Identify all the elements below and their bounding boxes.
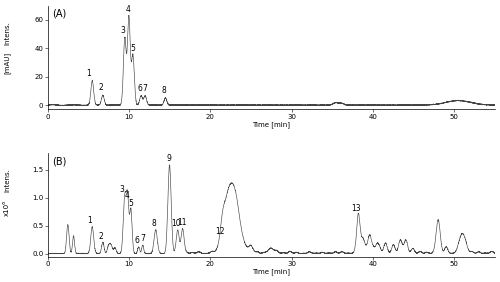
Text: (A): (A) xyxy=(52,9,66,19)
Text: 8: 8 xyxy=(162,86,166,95)
Text: Intens.: Intens. xyxy=(4,168,10,192)
Text: 5: 5 xyxy=(130,43,136,52)
Text: 6: 6 xyxy=(134,236,140,245)
Text: 7: 7 xyxy=(142,84,148,93)
Text: 6: 6 xyxy=(137,84,142,93)
Text: (B): (B) xyxy=(52,156,66,166)
Text: 9: 9 xyxy=(166,154,171,163)
X-axis label: Time [min]: Time [min] xyxy=(252,268,290,275)
Text: 1: 1 xyxy=(86,69,92,78)
Text: 2: 2 xyxy=(99,83,103,92)
Text: 11: 11 xyxy=(177,218,186,227)
Text: 3: 3 xyxy=(120,27,125,36)
Text: 12: 12 xyxy=(215,227,224,236)
Text: 7: 7 xyxy=(140,234,145,243)
Text: 10: 10 xyxy=(171,219,181,228)
Text: Intens.: Intens. xyxy=(4,21,10,45)
Text: 4: 4 xyxy=(125,191,130,200)
Text: [mAU]: [mAU] xyxy=(4,52,10,74)
Text: 3: 3 xyxy=(119,185,124,194)
X-axis label: Time [min]: Time [min] xyxy=(252,121,290,128)
Text: 13: 13 xyxy=(351,204,360,213)
Text: x10⁶: x10⁶ xyxy=(4,200,10,215)
Text: 2: 2 xyxy=(98,232,103,241)
Text: 1: 1 xyxy=(88,216,92,225)
Text: 4: 4 xyxy=(126,5,130,14)
Text: 8: 8 xyxy=(152,219,156,228)
Text: 5: 5 xyxy=(128,199,133,208)
